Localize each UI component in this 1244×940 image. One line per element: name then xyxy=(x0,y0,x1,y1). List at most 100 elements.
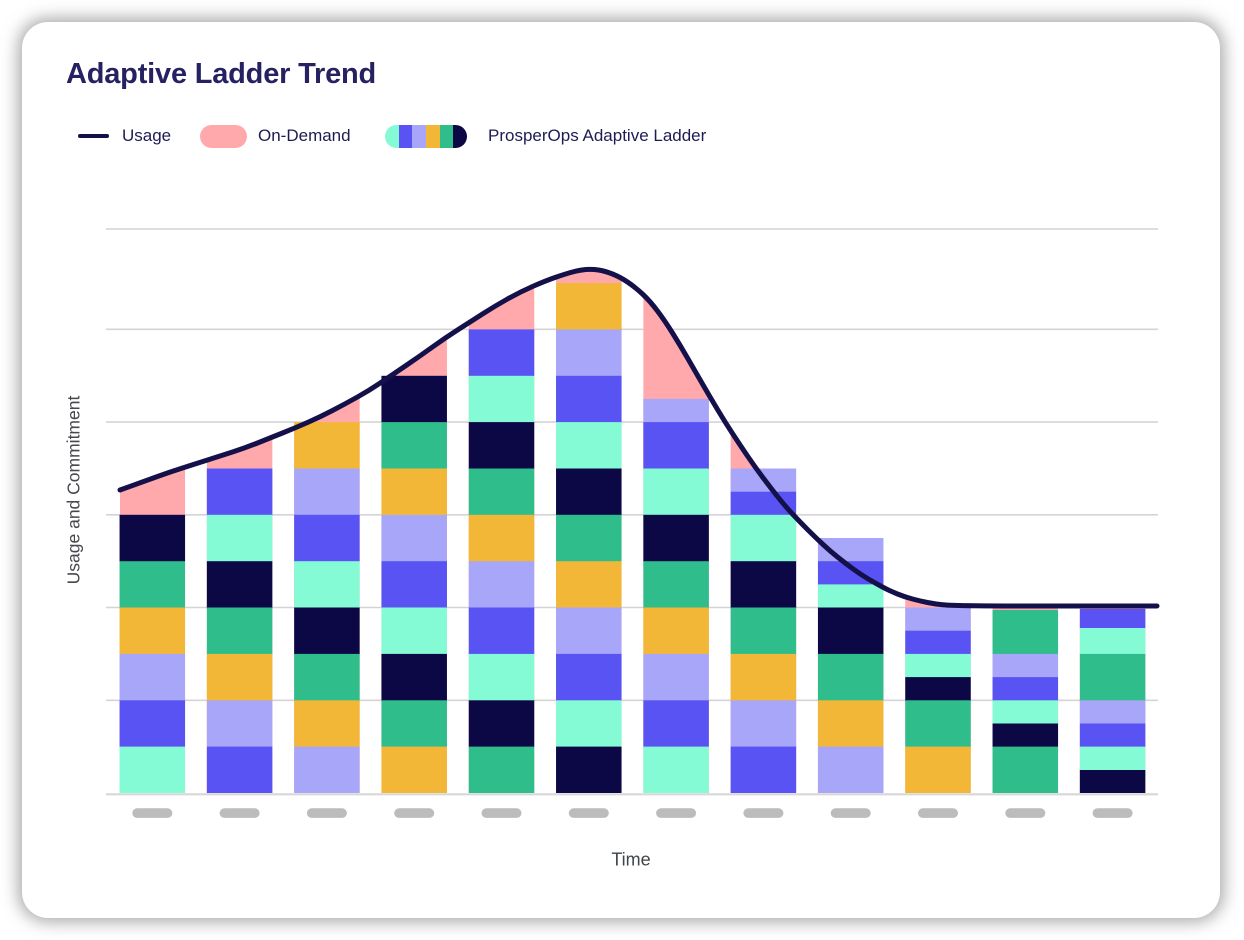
bar-segment-gold xyxy=(294,700,360,748)
ladder-bar xyxy=(817,538,884,793)
bar-segment-green xyxy=(294,653,360,701)
ladder-bar xyxy=(119,514,186,793)
chart-legend: Usage On-Demand ProsperOps Adaptive Ladd… xyxy=(78,122,838,150)
legend-item-usage-label[interactable]: Usage xyxy=(122,122,171,150)
ladder-swatch-segment-navy xyxy=(453,124,467,148)
ladder-bar xyxy=(294,422,360,793)
bar-segment-gold xyxy=(468,514,535,562)
bar-segment-gold xyxy=(206,653,273,701)
ladder-bar xyxy=(905,607,971,793)
ladder-swatch-segment-mint xyxy=(385,124,399,148)
bar-segment-green xyxy=(730,607,797,655)
legend-item-ondemand-label[interactable]: On-Demand xyxy=(258,122,351,150)
bar-segment-blue xyxy=(468,607,535,655)
bar-segment-lavender xyxy=(992,653,1059,678)
bar-segment-lavender xyxy=(556,607,622,655)
adaptive-ladder-swatch xyxy=(385,124,467,148)
x-tick-dash xyxy=(306,808,347,818)
bar-segment-green xyxy=(468,746,535,793)
ladder-bar xyxy=(1079,609,1146,793)
bar-segment-gold xyxy=(294,422,360,470)
bar-segment-mint xyxy=(468,653,535,701)
chart-svg xyxy=(106,228,1160,818)
bar-segment-navy xyxy=(468,700,535,748)
bar-segment-lavender xyxy=(556,329,622,377)
bar-segment-blue xyxy=(643,422,709,470)
x-tick-dash xyxy=(1005,808,1046,818)
bar-segment-green xyxy=(119,561,186,609)
bar-segment-mint xyxy=(206,514,273,562)
x-tick-dash xyxy=(394,808,435,818)
bar-segment-green xyxy=(556,514,622,562)
bar-segment-navy xyxy=(381,375,447,423)
bar-segment-gold xyxy=(817,700,884,748)
bar-segment-mint xyxy=(294,561,360,609)
ladder-bar xyxy=(992,610,1059,793)
bar-segment-blue xyxy=(294,514,360,562)
x-tick-dashes xyxy=(132,808,1133,818)
usage-line-swatch xyxy=(78,134,109,138)
bar-segment-lavender xyxy=(381,514,447,562)
x-tick-dash xyxy=(830,808,871,818)
bar-segment-mint xyxy=(643,746,709,793)
bar-segment-green xyxy=(381,700,447,748)
ladder-bar xyxy=(468,329,535,793)
bar-segment-lavender xyxy=(294,468,360,516)
bar-segment-gold xyxy=(643,607,709,655)
bar-segment-green xyxy=(992,746,1059,793)
bar-segment-navy xyxy=(556,746,622,793)
legend-label: ProsperOps Adaptive Ladder xyxy=(488,126,707,145)
ladder-bar xyxy=(730,468,797,793)
page-title: Adaptive Ladder Trend xyxy=(66,58,377,90)
ladder-bar xyxy=(206,468,273,793)
bar-segment-mint xyxy=(730,514,797,562)
bar-segment-mint xyxy=(1079,746,1146,771)
legend-item-ondemand[interactable] xyxy=(200,122,247,150)
bar-segment-lavender xyxy=(119,653,186,701)
usage-curve xyxy=(117,266,1160,609)
legend-item-usage[interactable] xyxy=(78,122,109,150)
bar-segment-navy xyxy=(556,468,622,516)
bar-segment-blue xyxy=(119,700,186,748)
bar-segment-green xyxy=(992,610,1059,655)
bar-segment-mint xyxy=(643,468,709,516)
bar-segment-gold xyxy=(730,653,797,701)
bar-segment-blue xyxy=(381,561,447,609)
bar-segment-navy xyxy=(992,723,1059,748)
bar-segment-mint xyxy=(817,584,884,609)
legend-item-ladder[interactable] xyxy=(385,122,467,150)
gridlines xyxy=(106,228,1158,702)
bar-segment-mint xyxy=(1079,628,1146,655)
bar-segment-navy xyxy=(294,607,360,655)
bar-segment-mint xyxy=(119,746,186,793)
bar-segment-mint xyxy=(905,653,971,678)
bar-segment-lavender xyxy=(905,607,971,632)
bar-segment-blue xyxy=(206,746,273,793)
ladder-bar xyxy=(643,398,709,793)
bar-segment-mint xyxy=(556,700,622,748)
x-tick-dash xyxy=(219,808,260,818)
bar-segment-lavender xyxy=(1079,700,1146,725)
x-tick-dash xyxy=(656,808,697,818)
bar-segment-navy xyxy=(643,514,709,562)
bar-segment-navy xyxy=(206,561,273,609)
bar-segment-navy xyxy=(119,514,186,562)
ladder-swatch-segment-gold xyxy=(426,124,440,148)
bar-segment-lavender xyxy=(643,398,709,423)
bar-segment-navy xyxy=(381,653,447,701)
bar-segment-green xyxy=(643,561,709,609)
x-axis-label: Time xyxy=(611,849,651,870)
bar-segment-navy xyxy=(468,422,535,470)
ladder-bar xyxy=(556,283,622,793)
legend-item-ladder-label[interactable]: ProsperOps Adaptive Ladder xyxy=(488,122,706,150)
on-demand-swatch xyxy=(200,124,247,148)
bar-segment-blue xyxy=(1079,609,1146,629)
bar-segment-blue xyxy=(556,653,622,701)
bar-segment-blue xyxy=(1079,723,1146,748)
bar-segment-navy xyxy=(905,677,971,701)
bar-segment-mint xyxy=(468,375,535,423)
bar-segment-gold xyxy=(381,468,447,516)
bar-segment-gold xyxy=(119,607,186,655)
x-tick-dash xyxy=(132,808,173,818)
bar-segment-blue xyxy=(905,630,971,655)
